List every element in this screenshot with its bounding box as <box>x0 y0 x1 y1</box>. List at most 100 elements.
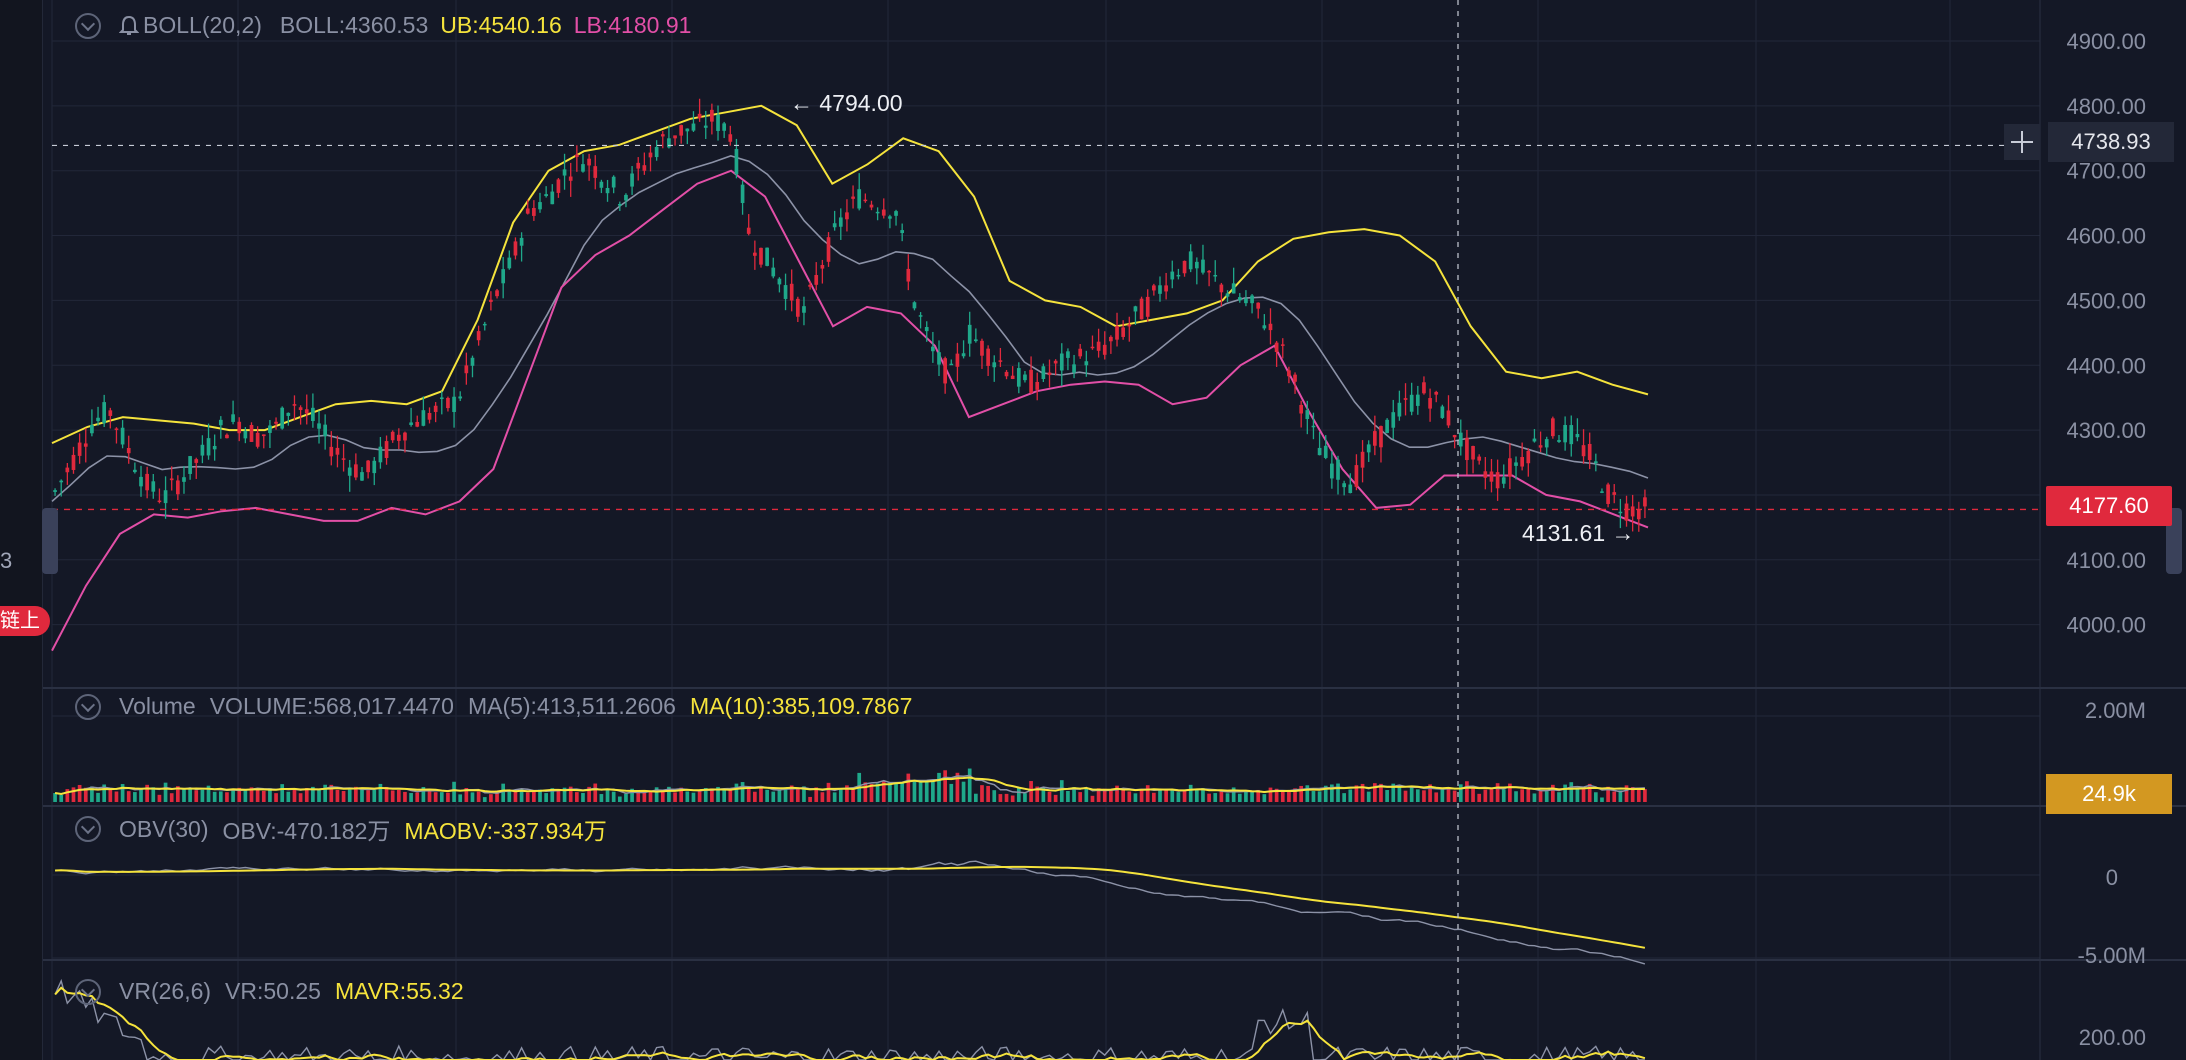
candle-body <box>1188 251 1193 270</box>
candle-body <box>1379 426 1383 448</box>
candle-body <box>826 237 831 262</box>
candle-body <box>832 223 837 228</box>
volume-bar <box>1188 784 1193 802</box>
volume-bar <box>1176 792 1181 802</box>
volume-bar <box>311 786 315 802</box>
vr-name: VR(26,6) <box>119 978 212 1004</box>
chain-badge[interactable]: 链上 <box>0 606 50 636</box>
volume-bar <box>1532 793 1537 802</box>
volume-bar <box>403 791 407 802</box>
volume-bar <box>795 788 800 802</box>
candle-body <box>1471 446 1475 460</box>
volume-bar <box>716 786 720 802</box>
candle-body <box>1041 366 1046 379</box>
boll-mid-line <box>51 155 1649 502</box>
candle-body <box>587 158 591 166</box>
volume-bar <box>347 789 352 802</box>
volume-bar <box>1348 789 1353 802</box>
chevron-down-icon[interactable] <box>75 693 101 720</box>
volume-bar <box>1287 792 1291 802</box>
chevron-down-icon[interactable] <box>75 12 101 39</box>
chevron-down-icon[interactable] <box>75 978 101 1005</box>
candle-body <box>317 423 321 429</box>
volume-bar <box>1133 793 1138 802</box>
volume-name: Volume <box>119 693 196 719</box>
volume-bar <box>679 787 684 802</box>
price-tick-label: 4100.00 <box>2066 548 2146 573</box>
candle-body <box>1532 438 1537 442</box>
candle-body <box>986 348 990 366</box>
volume-bar <box>992 790 997 802</box>
candle-body <box>808 284 812 287</box>
candle-body <box>452 396 456 413</box>
candle-body <box>814 275 819 285</box>
volume-bar <box>427 789 432 802</box>
candle-body <box>403 432 407 441</box>
volume-ma-lines <box>54 774 1645 796</box>
candle-body <box>1366 444 1371 453</box>
candle-body <box>710 109 714 122</box>
volume-bar <box>550 788 555 802</box>
candle-body <box>139 476 143 487</box>
volume-bar <box>900 783 905 802</box>
candle-body <box>1501 477 1506 484</box>
plus-icon[interactable] <box>2004 124 2040 160</box>
candle-body <box>390 431 395 441</box>
left-edge-digit: 3 <box>0 548 13 573</box>
candle-body <box>820 264 825 269</box>
volume-bar <box>139 788 143 802</box>
chevron-down-icon[interactable] <box>75 816 101 842</box>
volume-bar <box>1593 792 1598 802</box>
candle-body <box>1152 285 1156 291</box>
volume-bar <box>869 784 874 802</box>
volume-bar <box>759 786 763 802</box>
volume-bar <box>710 788 714 802</box>
candle-body <box>1612 492 1617 495</box>
volume-bar <box>243 789 248 802</box>
candle-body <box>642 165 647 171</box>
candle-body <box>384 441 389 458</box>
candle-body <box>513 241 518 256</box>
volume-bar <box>1090 795 1095 802</box>
candle-body <box>574 154 579 158</box>
volume-bar <box>1053 794 1058 802</box>
candle-body <box>446 397 450 409</box>
left-drawer-handle[interactable] <box>42 508 58 574</box>
boll-ub-value: UB:4540.16 <box>440 12 562 38</box>
volume-bar <box>1066 791 1070 802</box>
volume-bar <box>519 789 524 802</box>
candle-body <box>169 478 174 481</box>
price-tick-label: 4600.00 <box>2066 224 2146 249</box>
candle-body <box>1544 439 1549 448</box>
volume-bar <box>1434 792 1439 802</box>
vr-path <box>54 978 1645 1060</box>
volume-bar <box>96 792 100 802</box>
candle-body <box>1342 483 1346 488</box>
candle-body <box>231 414 235 422</box>
volume-bar <box>200 789 205 802</box>
candle-body <box>1495 472 1500 489</box>
bell-icon[interactable] <box>119 15 139 37</box>
volume-bar <box>1624 785 1629 802</box>
candle-body <box>851 196 855 199</box>
volume-bar <box>396 789 401 802</box>
volume-bar <box>237 787 242 802</box>
candle-body <box>1207 270 1211 273</box>
last-price: 4177.60 <box>2069 493 2149 518</box>
candle-body <box>617 204 622 206</box>
candle-body <box>1084 361 1089 366</box>
candle-body <box>599 181 604 188</box>
volume-bar <box>513 789 518 802</box>
candle-body <box>949 363 954 366</box>
candle-body <box>1299 404 1304 414</box>
volume-bar <box>1280 791 1285 802</box>
candle-body <box>1434 391 1439 395</box>
candle-body <box>1428 398 1432 409</box>
obv-lines <box>55 860 1646 965</box>
boll-value: BOLL:4360.53 <box>279 12 429 38</box>
volume-bar <box>470 792 475 802</box>
candle-body <box>759 247 763 265</box>
candle-body <box>1090 346 1095 349</box>
volume-bar <box>1311 791 1316 802</box>
